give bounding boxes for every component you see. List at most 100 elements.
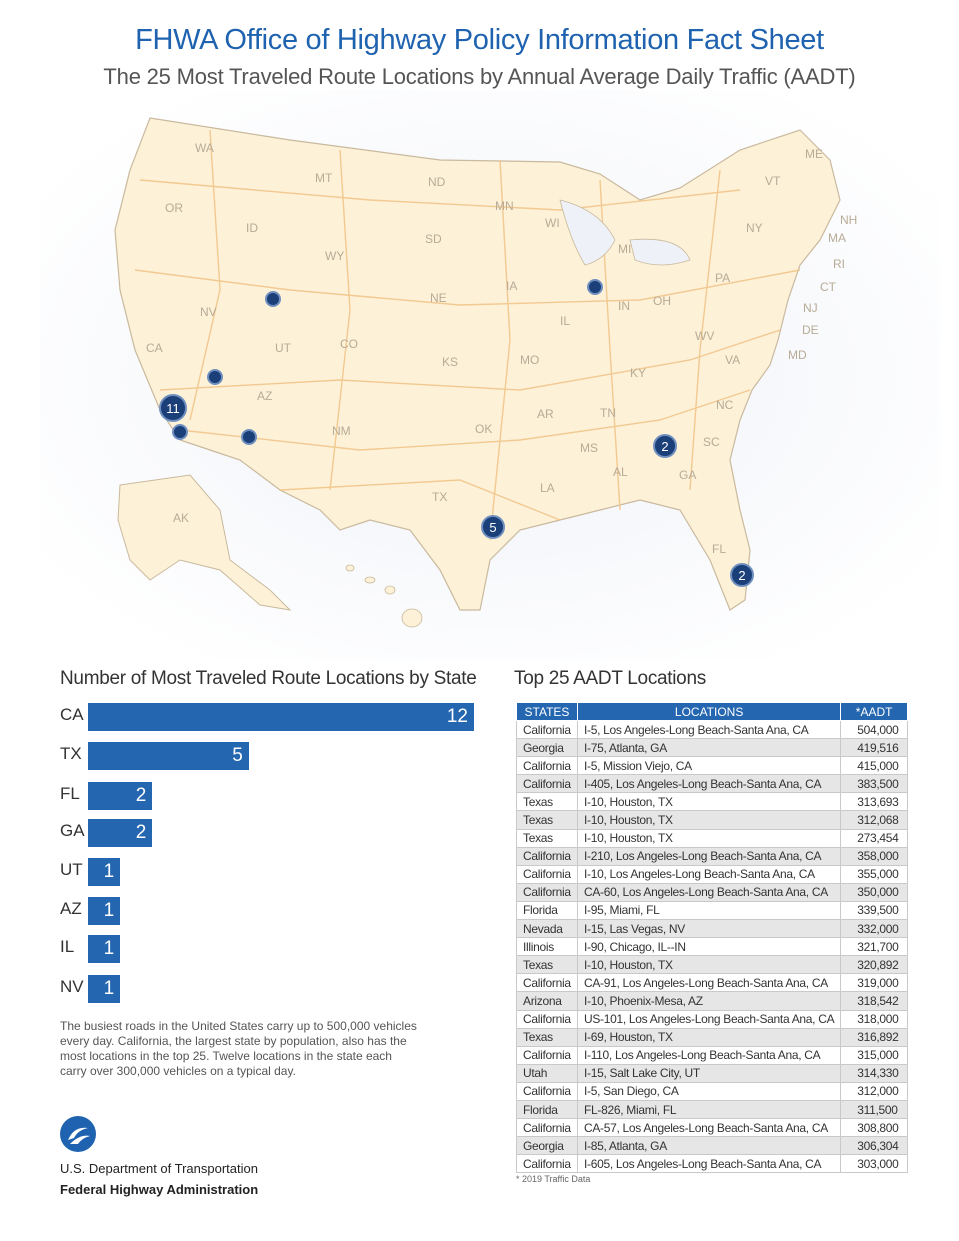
- cell-state: California: [516, 882, 578, 902]
- bar-category-label: GA: [60, 821, 85, 840]
- cell-aadt: 415,000: [840, 756, 908, 776]
- table-row: California I-10, Los Angeles-Long Beach-S…: [516, 864, 908, 884]
- state-label-ar: AR: [537, 407, 554, 421]
- cell-state: Arizona: [516, 991, 578, 1011]
- table-row: Utah I-15, Salt Lake City, UT 314,330: [516, 1063, 908, 1083]
- cell-state: California: [516, 1081, 578, 1101]
- state-labels: WA MT ND MN ME VT NH MA RI CT NY OR ID SD WI MI WY NE IA PA…: [146, 141, 857, 556]
- bar: 2: [88, 782, 153, 810]
- cell-aadt: 339,500: [840, 900, 908, 921]
- cell-state: California: [516, 719, 578, 740]
- dot-logo-icon: [60, 1116, 96, 1152]
- bar-value-label: 1: [103, 861, 115, 882]
- location-marker: [207, 369, 223, 385]
- cell-aadt: 312,000: [840, 1081, 908, 1101]
- footnote: * 2019 Traffic Data: [516, 1174, 591, 1184]
- bar-row-ca: CA 12: [60, 703, 480, 731]
- cell-aadt: 383,500: [840, 774, 908, 794]
- state-label-ct: CT: [820, 280, 837, 294]
- state-label-al: AL: [613, 465, 628, 479]
- state-label-mo: MO: [520, 353, 539, 367]
- cell-state: Florida: [516, 900, 578, 921]
- cell-location: CA-91, Los Angeles-Long Beach-Santa Ana,…: [576, 973, 842, 993]
- location-marker: 11: [159, 394, 187, 422]
- table-row: Georgia I-75, Atlanta, GA 419,516: [516, 738, 908, 758]
- hawaii-shape: [345, 564, 423, 628]
- cell-state: Texas: [516, 810, 578, 830]
- bar-value-label: 1: [103, 978, 115, 999]
- state-label-de: DE: [802, 323, 819, 337]
- state-label-oh: OH: [653, 294, 671, 308]
- state-label-me: ME: [805, 147, 823, 161]
- cell-location: I-605, Los Angeles-Long Beach-Santa Ana,…: [576, 1154, 842, 1174]
- bar-value-label: 1: [103, 900, 115, 921]
- cell-location: I-10, Los Angeles-Long Beach-Santa Ana, …: [576, 864, 842, 884]
- state-label-nh: NH: [840, 213, 857, 227]
- state-label-la: LA: [540, 481, 555, 495]
- state-label-tx: TX: [432, 490, 447, 504]
- table-row: Florida FL-826, Miami, FL 311,500: [516, 1099, 908, 1120]
- cell-state: Texas: [516, 955, 578, 975]
- table-header-row: STATES LOCATIONS *AADT: [516, 702, 908, 721]
- page-title: FHWA Office of Highway Policy Informatio…: [135, 24, 824, 56]
- cell-state: Florida: [516, 1099, 578, 1120]
- state-label-ne: NE: [430, 291, 447, 305]
- marker-count-label: 11: [166, 401, 180, 416]
- cell-aadt: 358,000: [840, 846, 908, 866]
- location-marker: [587, 279, 603, 295]
- bar-row-ga: GA 2: [60, 819, 480, 847]
- bar: 1: [88, 897, 121, 925]
- state-label-nj: NJ: [803, 301, 818, 315]
- bar-value-label: 5: [232, 745, 243, 766]
- table-title: Top 25 AADT Locations: [514, 668, 706, 689]
- bar-category-label: UT: [60, 860, 83, 879]
- state-label-az: AZ: [257, 389, 272, 403]
- state-label-nv: NV: [200, 305, 217, 319]
- state-label-wi: WI: [545, 216, 560, 230]
- table-row: California US-101, Los Angeles-Long Beach…: [516, 1009, 908, 1029]
- table-row: California I-5, Mission Viejo, CA 415,000: [516, 756, 908, 776]
- cell-state: Georgia: [516, 738, 578, 758]
- state-label-ks: KS: [442, 355, 458, 369]
- location-marker: [265, 291, 281, 307]
- cell-state: California: [516, 756, 578, 776]
- cell-aadt: 321,700: [840, 937, 908, 957]
- cell-location: I-15, Las Vegas, NV: [576, 919, 842, 939]
- state-label-wv: WV: [695, 329, 714, 343]
- state-label-pa: PA: [715, 271, 730, 285]
- roads: [134, 129, 801, 541]
- cell-location: CA-60, Los Angeles-Long Beach-Santa Ana,…: [576, 882, 842, 902]
- marker-count-label: 5: [489, 520, 496, 535]
- cell-aadt: 303,000: [840, 1154, 908, 1174]
- state-label-mn: MN: [495, 199, 514, 213]
- cell-state: California: [516, 774, 578, 794]
- caption-text: The busiest roads in the United States c…: [60, 1019, 417, 1078]
- cell-location: I-90, Chicago, IL--IN: [576, 937, 842, 957]
- table-row: Texas I-10, Houston, TX 313,693: [516, 792, 908, 812]
- location-marker: 5: [481, 515, 505, 539]
- bar-value-label: 12: [446, 706, 468, 727]
- cell-location: I-5, San Diego, CA: [576, 1081, 842, 1101]
- cell-state: Utah: [516, 1063, 578, 1083]
- cell-location: I-10, Houston, TX: [576, 792, 842, 812]
- cell-location: I-15, Salt Lake City, UT: [576, 1063, 842, 1083]
- bar-chart-title: Number of Most Traveled Route Locations …: [60, 668, 477, 689]
- table-row: Texas I-69, Houston, TX 316,892: [516, 1027, 908, 1047]
- bar: 12: [88, 703, 474, 731]
- bar-category-label: TX: [60, 744, 82, 763]
- location-marker: [172, 424, 188, 440]
- state-label-il: IL: [560, 314, 570, 328]
- state-label-wa: WA: [195, 141, 214, 155]
- marker-count-label: 2: [661, 439, 668, 454]
- state-label-mt: MT: [315, 171, 333, 185]
- state-label-nm: NM: [332, 424, 351, 438]
- bar-row-nv: NV 1: [60, 975, 480, 1003]
- table-body: California I-5, Los Angeles-Long Beach-Sa…: [516, 719, 908, 1174]
- cell-state: Illinois: [516, 937, 578, 957]
- state-label-id: ID: [246, 221, 258, 235]
- state-label-sd: SD: [425, 232, 442, 246]
- state-label-nc: NC: [716, 398, 734, 412]
- cell-state: Nevada: [516, 919, 578, 939]
- cell-state: Texas: [516, 1027, 578, 1047]
- table-row: California I-110, Los Angeles-Long Beach-…: [516, 1045, 908, 1065]
